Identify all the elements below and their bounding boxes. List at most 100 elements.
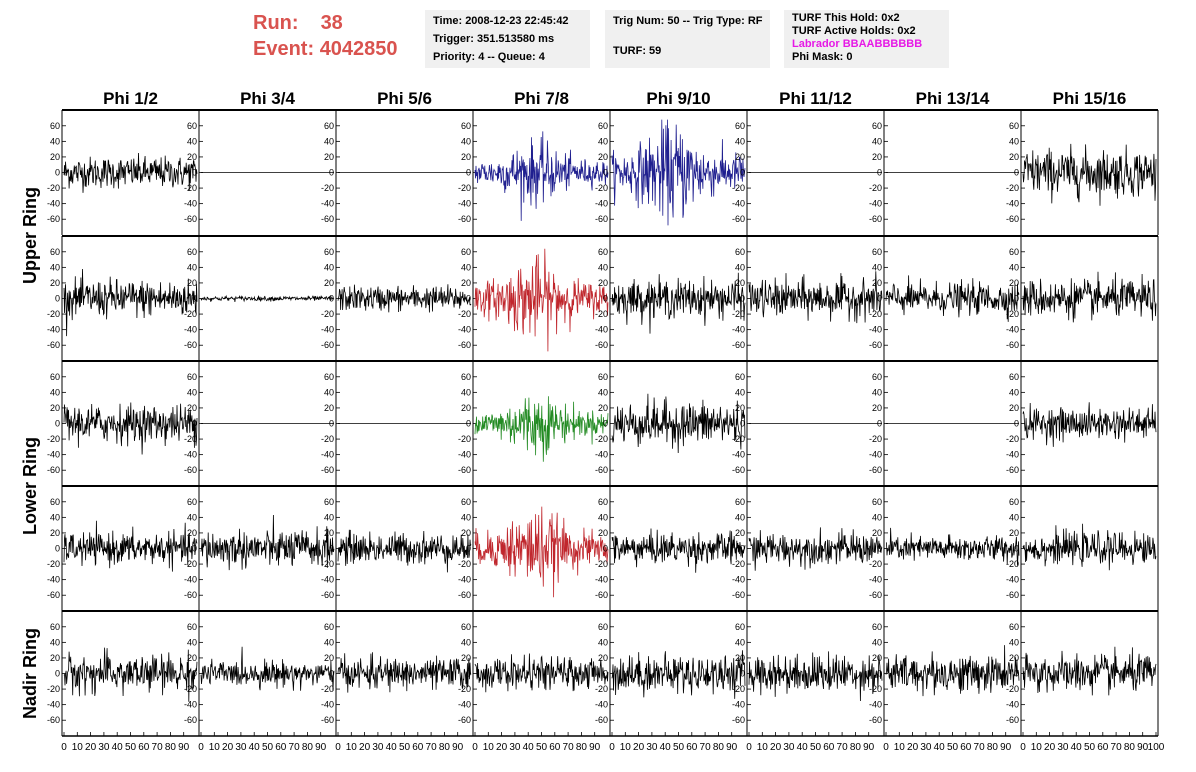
y-tick-label: 20 [1009, 278, 1019, 288]
y-tick-label: 20 [461, 528, 471, 538]
x-tick-label: 50 [399, 742, 411, 753]
x-tick-label: 10 [72, 742, 84, 753]
y-tick-label: 20 [872, 528, 882, 538]
waveform-trace [63, 268, 198, 337]
y-tick-label: 40 [324, 387, 334, 397]
x-tick-label: 70 [700, 742, 712, 753]
y-tick-label: -60 [321, 465, 334, 475]
y-tick-label: -60 [595, 214, 608, 224]
y-tick-label: -20 [595, 434, 608, 444]
y-tick-label: 0 [329, 168, 334, 178]
y-tick-label: -40 [869, 450, 882, 460]
y-tick-label: 0 [877, 419, 882, 429]
waveform-trace [474, 653, 609, 693]
y-tick-label: -40 [595, 575, 608, 585]
y-tick-label: -60 [47, 214, 60, 224]
y-tick-label: 0 [603, 544, 608, 554]
waveform-trace [748, 271, 883, 324]
y-tick-label: 60 [50, 372, 60, 382]
waveform-trace [63, 520, 198, 572]
y-tick-label: 0 [329, 419, 334, 429]
y-tick-label: -40 [869, 700, 882, 710]
y-tick-label: 60 [50, 121, 60, 131]
y-tick-label: 40 [1009, 512, 1019, 522]
x-tick-label: 70 [563, 742, 575, 753]
y-tick-label: -60 [869, 465, 882, 475]
x-tick-label: 0 [883, 742, 889, 753]
y-tick-label: -40 [47, 450, 60, 460]
y-tick-label: 20 [461, 653, 471, 663]
waveform-trace [1022, 402, 1157, 447]
y-tick-label: 40 [872, 136, 882, 146]
y-tick-label: -40 [47, 700, 60, 710]
y-tick-label: -20 [869, 434, 882, 444]
y-tick-label: 60 [187, 121, 197, 131]
y-tick-label: -60 [47, 340, 60, 350]
y-tick-label: 0 [603, 419, 608, 429]
y-tick-label: 60 [872, 121, 882, 131]
y-tick-label: -20 [869, 309, 882, 319]
x-tick-label: 0 [472, 742, 478, 753]
y-tick-label: 60 [324, 622, 334, 632]
y-tick-label: -60 [1006, 214, 1019, 224]
x-tick-label: 10 [346, 742, 358, 753]
y-tick-label: -40 [321, 450, 334, 460]
row-group-label: Nadir Ring [20, 628, 40, 719]
y-tick-label: 60 [872, 247, 882, 257]
time-text: Time: 2008-12-23 22:45:42 [433, 15, 569, 27]
y-tick-label: -40 [321, 575, 334, 585]
x-tick-label: 60 [549, 742, 561, 753]
y-tick-label: -40 [321, 199, 334, 209]
y-tick-label: -60 [47, 715, 60, 725]
y-tick-label: -60 [458, 590, 471, 600]
y-tick-label: -60 [595, 465, 608, 475]
y-tick-label: -40 [321, 325, 334, 335]
y-tick-label: 20 [872, 403, 882, 413]
y-tick-label: -60 [458, 214, 471, 224]
y-tick-label: -20 [732, 309, 745, 319]
y-tick-label: 60 [872, 497, 882, 507]
y-tick-label: 40 [187, 387, 197, 397]
y-tick-label: 0 [329, 669, 334, 679]
y-tick-label: 40 [461, 136, 471, 146]
waveform-trace [748, 651, 883, 702]
y-tick-label: 20 [598, 278, 608, 288]
y-tick-label: 0 [740, 294, 745, 304]
x-tick-label: 30 [646, 742, 658, 753]
x-tick-label: 50 [947, 742, 959, 753]
waveform-trace [1022, 271, 1157, 323]
y-tick-label: 20 [598, 152, 608, 162]
event-value: 4042850 [319, 38, 398, 60]
waveform-trace [474, 131, 609, 221]
x-tick-label: 50 [262, 742, 274, 753]
x-tick-label: 90 [589, 742, 601, 753]
x-tick-label: 60 [412, 742, 424, 753]
y-tick-label: 0 [1014, 168, 1019, 178]
waveform-trace [611, 650, 746, 699]
y-tick-label: 40 [1009, 637, 1019, 647]
y-tick-label: -20 [321, 183, 334, 193]
y-tick-label: 40 [461, 637, 471, 647]
y-tick-label: 40 [50, 637, 60, 647]
x-tick-label: 60 [275, 742, 287, 753]
y-tick-label: -20 [1006, 684, 1019, 694]
y-tick-label: -20 [184, 309, 197, 319]
y-tick-label: 20 [50, 278, 60, 288]
y-tick-label: -60 [458, 715, 471, 725]
waveform-trace [611, 528, 746, 573]
y-tick-label: 20 [324, 528, 334, 538]
y-tick-label: -60 [458, 465, 471, 475]
y-tick-label: 0 [466, 419, 471, 429]
y-tick-label: 40 [187, 512, 197, 522]
x-tick-label: 90 [726, 742, 738, 753]
x-tick-label: 50 [536, 742, 548, 753]
y-tick-label: 60 [461, 497, 471, 507]
y-tick-label: 60 [598, 247, 608, 257]
y-tick-label: -20 [47, 559, 60, 569]
y-tick-label: -60 [732, 214, 745, 224]
y-tick-label: 20 [461, 403, 471, 413]
y-tick-label: -60 [732, 590, 745, 600]
column-header: Phi 9/10 [646, 89, 710, 108]
x-tick-label: 20 [1044, 742, 1056, 753]
turf-active-holds-text: TURF Active Holds: 0x2 [792, 25, 916, 37]
